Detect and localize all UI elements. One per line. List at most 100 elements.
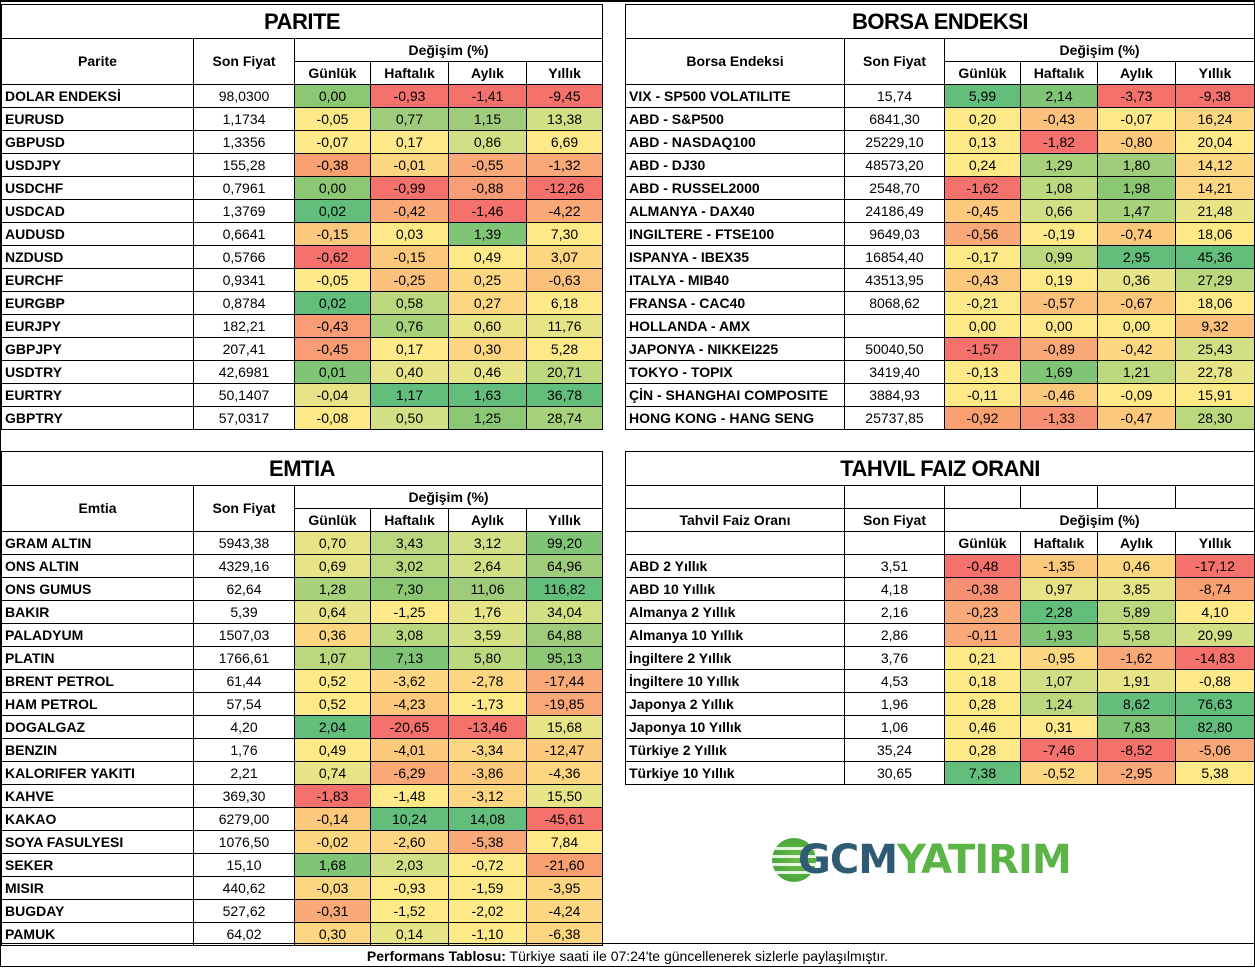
table-row: NZDUSD 0,5766 -0,62 -0,15 0,49 3,07 (1, 245, 604, 269)
yearly-change: 7,30 (525, 222, 604, 246)
monthly-change: 8,62 (1097, 692, 1176, 716)
yearly-change: -6,38 (525, 922, 604, 946)
row-name: EURTRY (1, 383, 194, 407)
row-name: GBPJPY (1, 337, 194, 361)
row-name: ITALYA - MIB40 (625, 268, 845, 292)
empty-cell (625, 485, 845, 509)
weekly-change: -1,25 (370, 600, 449, 624)
daily-change: -0,56 (944, 222, 1021, 246)
footer-label: Performans Tablosu: (366, 948, 506, 964)
daily-change: -0,07 (294, 130, 371, 154)
row-price: 64,02 (193, 922, 295, 946)
yearly-change: 95,13 (525, 646, 604, 670)
weekly-change: 0,00 (1020, 314, 1098, 338)
weekly-change: 0,99 (1020, 245, 1098, 269)
row-price: 0,7961 (193, 176, 295, 200)
yearly-change: -19,85 (525, 692, 604, 716)
row-price: 4,20 (193, 715, 295, 739)
row-name: EURCHF (1, 268, 194, 292)
row-price: 3,51 (844, 554, 945, 578)
col-header-monthly: Aylık (1097, 61, 1176, 85)
col-header-price: Son Fiyat (193, 485, 295, 532)
monthly-change: 1,47 (1097, 199, 1176, 223)
table-row: Japonya 2 Yıllık 1,96 0,28 1,24 8,62 76,63 (625, 692, 1255, 716)
yearly-change: 7,84 (525, 830, 604, 854)
daily-change: 7,38 (944, 761, 1021, 785)
yearly-change: 28,30 (1174, 406, 1255, 430)
row-name: HONG KONG - HANG SENG (625, 406, 845, 430)
weekly-change: 2,28 (1020, 600, 1098, 624)
row-price: 0,6641 (193, 222, 295, 246)
row-name: INGILTERE - FTSE100 (625, 222, 845, 246)
row-name: Japonya 10 Yıllık (625, 715, 845, 739)
daily-change: -0,08 (294, 406, 371, 430)
daily-change: 0,49 (294, 738, 371, 762)
row-price: 25737,85 (844, 406, 945, 430)
daily-change: 0,70 (294, 531, 371, 555)
yearly-change: 14,12 (1174, 153, 1255, 177)
table-row: GRAM ALTIN 5943,38 0,70 3,43 3,12 99,20 (1, 531, 604, 555)
yearly-change: 15,91 (1174, 383, 1255, 407)
weekly-change: 0,77 (370, 107, 449, 131)
monthly-change: -0,88 (448, 176, 527, 200)
col-header-weekly: Haftalık (370, 508, 449, 532)
row-name: ONS GUMUS (1, 577, 194, 601)
weekly-change: -0,15 (370, 245, 449, 269)
table-row: MISIR 440,62 -0,03 -0,93 -1,59 -3,95 (1, 876, 604, 900)
logo-text-gcm: GCM (798, 837, 898, 883)
weekly-change: -1,48 (370, 784, 449, 808)
row-name: ISPANYA - IBEX35 (625, 245, 845, 269)
weekly-change: -20,65 (370, 715, 449, 739)
monthly-change: -1,59 (448, 876, 527, 900)
row-price: 4,53 (844, 669, 945, 693)
monthly-change: -0,55 (448, 153, 527, 177)
row-price: 1,96 (844, 692, 945, 716)
row-name: KALORIFER YAKITI (1, 761, 194, 785)
col-header-change: Değişim (%) (943, 38, 1255, 62)
col-header-weekly: Haftalık (1020, 531, 1098, 555)
row-name: ABD - DJ30 (625, 153, 845, 177)
row-price: 42,6981 (193, 360, 295, 384)
row-name: Almanya 2 Yıllık (625, 600, 845, 624)
parite-table: PARITE Parite Son Fiyat Değişim (%) Günl… (0, 4, 604, 430)
monthly-change: -0,74 (1097, 222, 1176, 246)
row-name: BAKIR (1, 600, 194, 624)
footer-note: Performans Tablosu: Türkiye saati ile 07… (0, 943, 1255, 967)
row-price: 1,1734 (193, 107, 295, 131)
globe-icon (772, 838, 816, 882)
monthly-change: 5,89 (1097, 600, 1176, 624)
weekly-change: 7,13 (370, 646, 449, 670)
row-name: ABD 10 Yıllık (625, 577, 845, 601)
yearly-change: 25,43 (1174, 337, 1255, 361)
row-price: 2,16 (844, 600, 945, 624)
row-price: 57,54 (193, 692, 295, 716)
yearly-change: 28,74 (525, 406, 604, 430)
col-header-price: Son Fiyat (844, 508, 945, 532)
table-row: GBPUSD 1,3356 -0,07 0,17 0,86 6,69 (1, 130, 604, 154)
table-row: EURTRY 50,1407 -0,04 1,17 1,63 36,78 (1, 383, 604, 407)
row-name: MISIR (1, 876, 194, 900)
col-header-name: Emtia (1, 485, 194, 532)
col-header-change: Değişim (%) (293, 38, 604, 62)
weekly-change: -4,23 (370, 692, 449, 716)
borsa-table: BORSA ENDEKSI Borsa Endeksi Son Fiyat De… (624, 4, 1255, 430)
monthly-change: 0,36 (1097, 268, 1176, 292)
yearly-change: -4,24 (525, 899, 604, 923)
row-name: İngiltere 10 Yıllık (625, 669, 845, 693)
yearly-change: 16,24 (1174, 107, 1255, 131)
daily-change: -0,15 (294, 222, 371, 246)
monthly-change: 3,59 (448, 623, 527, 647)
yearly-change: 34,04 (525, 600, 604, 624)
daily-change: -0,17 (944, 245, 1021, 269)
daily-change: -0,38 (294, 153, 371, 177)
table-row: BUGDAY 527,62 -0,31 -1,52 -2,02 -4,24 (1, 899, 604, 923)
daily-change: 0,00 (944, 314, 1021, 338)
daily-change: -0,13 (944, 360, 1021, 384)
table-row: ISPANYA - IBEX35 16854,40 -0,17 0,99 2,95 45,… (625, 245, 1255, 269)
yearly-change: 64,88 (525, 623, 604, 647)
row-name: EURJPY (1, 314, 194, 338)
row-name: PAMUK (1, 922, 194, 946)
row-price: 25229,10 (844, 130, 945, 154)
yearly-change: 14,21 (1174, 176, 1255, 200)
table-row: Almanya 10 Yıllık 2,86 -0,11 1,93 5,58 20,99 (625, 623, 1255, 647)
